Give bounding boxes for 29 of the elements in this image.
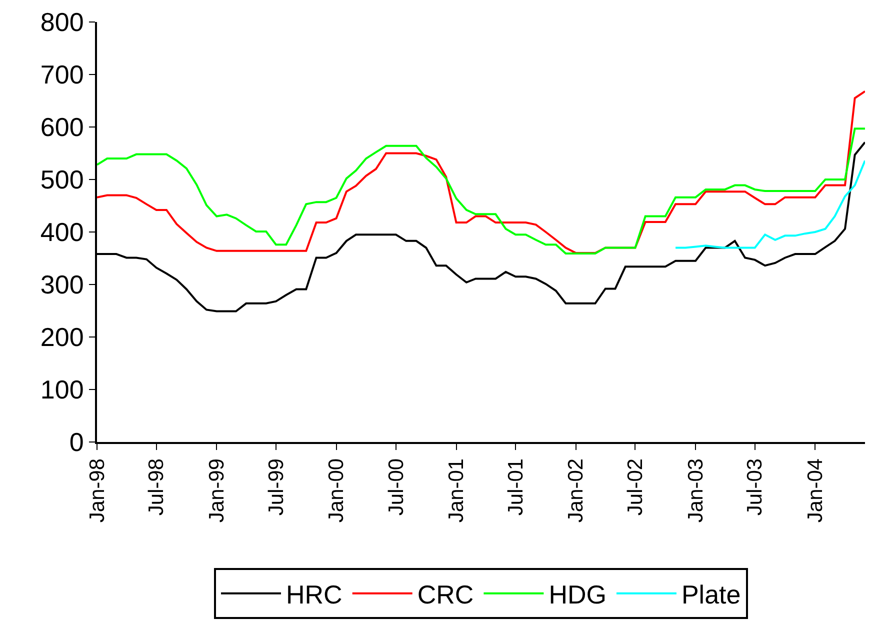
- y-tick-label: 400: [40, 217, 84, 248]
- legend-label: HDG: [548, 580, 606, 610]
- legend-label: CRC: [417, 580, 474, 610]
- y-tick-label: 600: [40, 112, 84, 142]
- y-tick-label: 500: [40, 164, 84, 195]
- legend-label: HRC: [286, 580, 342, 610]
- x-tick-label: Jul-03: [744, 458, 767, 516]
- y-tick-label: 800: [40, 7, 84, 38]
- x-tick-label: Jan-04: [804, 458, 828, 523]
- line-series: [674, 160, 865, 249]
- line-series: [97, 90, 865, 254]
- x-tick-label: Jul-01: [504, 458, 528, 516]
- y-tick-label: 300: [40, 270, 84, 300]
- y-tick-label: 0: [69, 427, 84, 458]
- x-tick-label: Jan-02: [564, 458, 588, 523]
- x-tick-label: Jul-02: [624, 458, 648, 516]
- x-tick-label: Jan-03: [684, 458, 708, 523]
- x-tick-label: Jan-98: [86, 458, 109, 523]
- line-series: [97, 128, 865, 255]
- x-tick-label: Jul-99: [264, 458, 288, 516]
- x-tick-label: Jan-99: [205, 458, 228, 523]
- y-tick-label: 200: [40, 322, 84, 352]
- x-tick-label: Jan-00: [325, 458, 348, 523]
- legend-label: Plate: [681, 580, 741, 610]
- x-tick-label: Jul-98: [145, 458, 168, 516]
- y-tick-label: 700: [40, 60, 84, 90]
- x-tick-label: Jul-00: [384, 458, 408, 516]
- x-tick-label: Jan-01: [445, 458, 468, 523]
- y-tick-label: 100: [40, 374, 84, 405]
